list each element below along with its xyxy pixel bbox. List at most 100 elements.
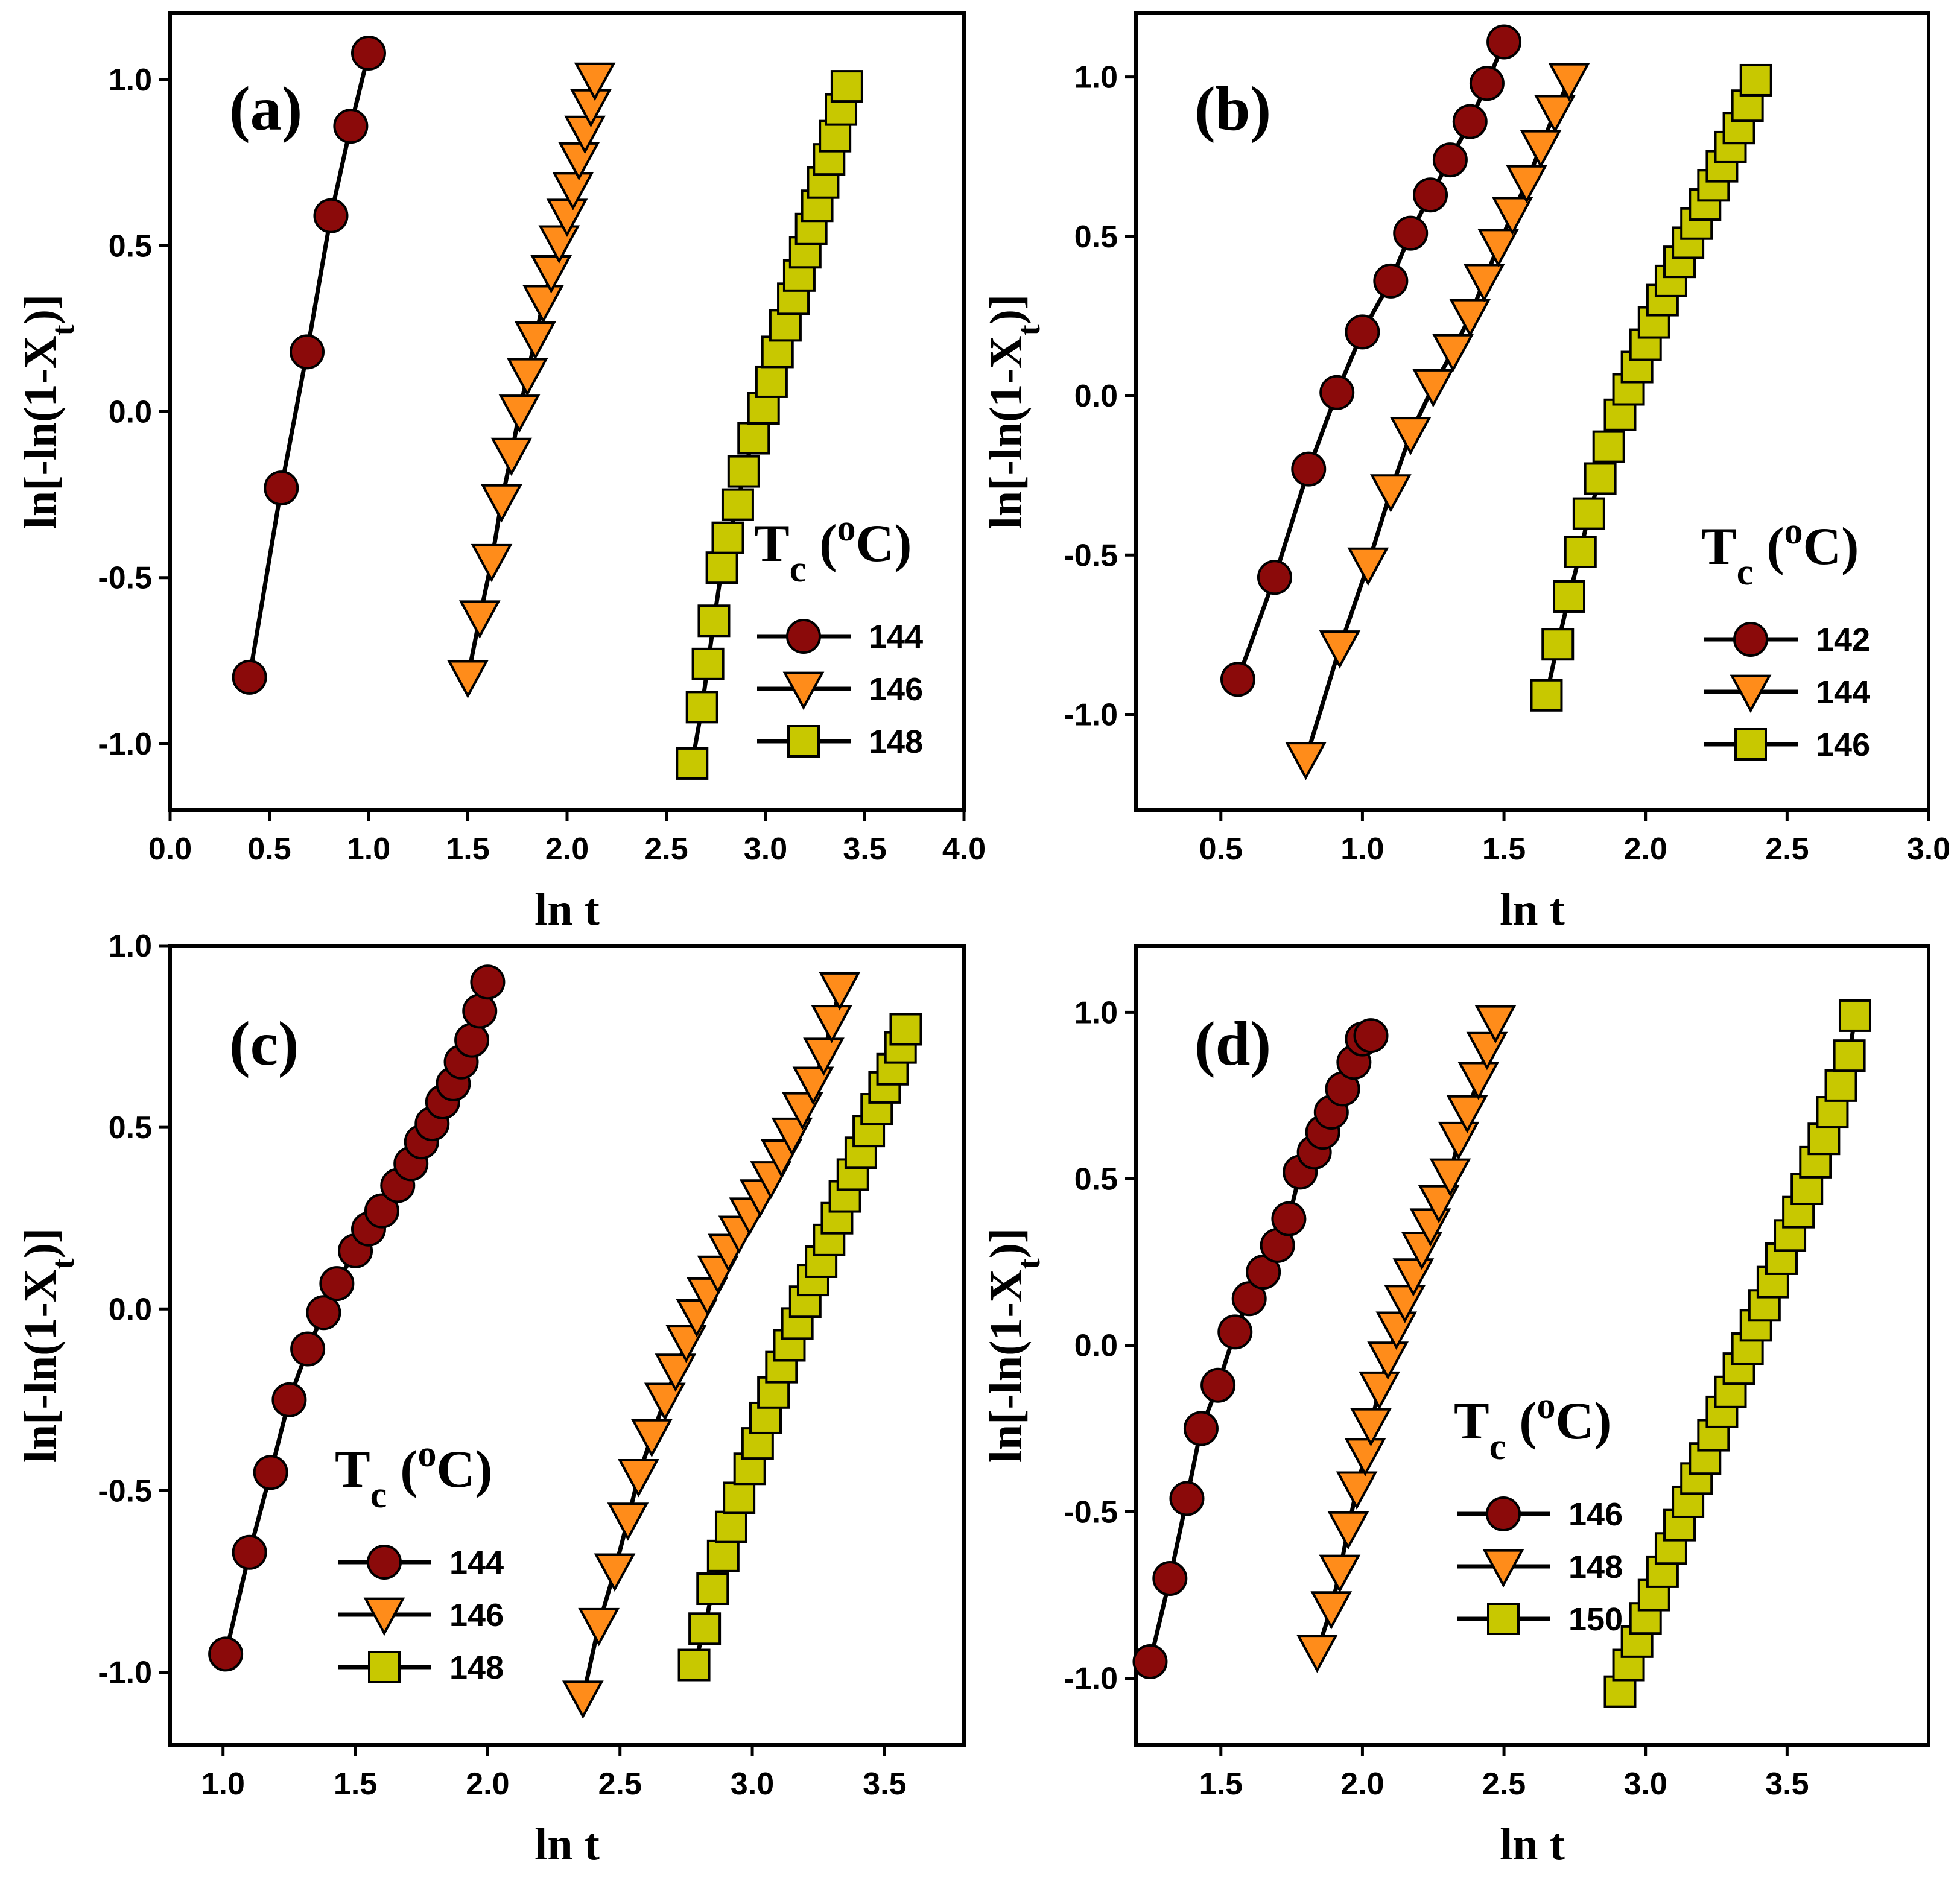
data-point (706, 1539, 740, 1572)
data-point (1584, 462, 1617, 495)
data-point (1592, 430, 1625, 463)
x-tick-label: 1.5 (334, 1767, 377, 1802)
data-point (1739, 63, 1772, 97)
legend-marker (363, 1597, 405, 1636)
y-tick-label: -1.0 (1064, 697, 1118, 732)
data-point (490, 437, 533, 476)
data-point (1220, 662, 1255, 697)
data-point (1520, 130, 1562, 169)
y-tick-label: -0.5 (1064, 1495, 1118, 1530)
data-point (705, 551, 738, 584)
data-point (306, 1295, 341, 1331)
data-point (454, 1022, 490, 1058)
data-point (538, 225, 580, 264)
data-point (1246, 1255, 1281, 1290)
data-point (253, 1455, 288, 1490)
legend-entry: 144 (338, 1545, 504, 1581)
legend: Tc (oC) 144 146 148 (335, 1434, 504, 1686)
x-tick-label: 3.0 (1907, 832, 1950, 867)
data-point (1296, 1635, 1338, 1673)
y-tick-label: 0.0 (1074, 379, 1118, 414)
data-point (1344, 1438, 1386, 1476)
data-point (522, 285, 564, 324)
series-146 (1132, 1018, 1389, 1679)
data-point (1200, 1367, 1236, 1403)
data-point (481, 484, 522, 523)
data-point (1393, 215, 1429, 251)
data-point (727, 455, 760, 488)
legend-entry: 146 (1457, 1496, 1623, 1533)
series-146 (562, 972, 861, 1719)
data-point (351, 36, 386, 71)
legend-title: Tc (oC) (1454, 1385, 1611, 1467)
data-point (1553, 580, 1586, 613)
y-tick-label: 0.5 (1074, 1162, 1118, 1197)
y-tick-label: -0.5 (98, 1473, 152, 1508)
legend-marker (782, 671, 825, 711)
data-point (264, 470, 299, 506)
legend-label: 142 (1816, 622, 1870, 658)
data-point (1231, 1281, 1267, 1317)
data-point (1132, 1644, 1168, 1679)
series-148 (676, 70, 863, 780)
legend-marker (786, 619, 821, 654)
data-point (618, 1458, 659, 1498)
data-point (677, 1648, 711, 1682)
series-150 (1603, 999, 1871, 1708)
data-point (515, 321, 556, 360)
legend-label: 150 (1568, 1601, 1623, 1638)
data-point (1452, 104, 1488, 139)
x-axis-label: ln t (1500, 884, 1565, 935)
x-tick-label: 3.0 (1624, 1767, 1667, 1802)
data-point (552, 172, 594, 210)
data-point (1285, 742, 1327, 780)
legend-marker (1486, 1496, 1521, 1531)
data-point (889, 1013, 922, 1046)
data-point (471, 543, 513, 583)
series-144 (208, 964, 506, 1672)
legend-entry: 146 (338, 1597, 504, 1636)
legend-label: 146 (869, 671, 923, 707)
data-point (290, 334, 325, 370)
data-point (1217, 1314, 1253, 1350)
y-tick-label: -1.0 (1064, 1662, 1118, 1697)
data-point (607, 1502, 649, 1541)
data-point (1319, 1554, 1361, 1594)
data-point (498, 394, 541, 433)
data-point (737, 422, 770, 455)
data-point (564, 115, 606, 154)
y-tick-label: 1.0 (1074, 60, 1118, 95)
data-point (691, 647, 725, 680)
data-point (1152, 1560, 1188, 1596)
x-tick-label: 3.5 (1765, 1767, 1809, 1802)
data-point (1807, 1122, 1841, 1156)
data-point (688, 1612, 722, 1645)
legend-label: 146 (449, 1597, 504, 1633)
data-point (721, 488, 754, 521)
data-point (1469, 66, 1505, 101)
data-point (1477, 229, 1520, 267)
y-tick-label: -1.0 (98, 727, 152, 762)
y-tick-label: 0.0 (1074, 1329, 1118, 1364)
data-point (819, 972, 861, 1011)
data-point (1418, 1185, 1460, 1224)
series-144 (232, 36, 386, 695)
legend-marker (367, 1545, 402, 1580)
y-tick-label: 1.0 (109, 63, 152, 98)
legend-title: Tc (oC) (1701, 511, 1859, 593)
data-point (1816, 1096, 1849, 1129)
data-point (1367, 1341, 1409, 1380)
series-146 (1530, 63, 1772, 712)
data-point (1457, 1062, 1500, 1101)
x-tick-label: 1.5 (1199, 1767, 1243, 1802)
y-tick-label: -0.5 (98, 561, 152, 596)
x-tick-label: 3.5 (863, 1767, 906, 1802)
data-point (290, 1331, 326, 1367)
legend-entry: 148 (338, 1650, 504, 1686)
y-axis-label: ln[-ln(1-Xt)] (15, 294, 81, 530)
data-point (208, 1636, 244, 1672)
data-point (364, 1193, 399, 1229)
data-point (631, 1419, 673, 1458)
x-tick-label: 3.0 (744, 832, 787, 867)
data-point (319, 1266, 355, 1302)
